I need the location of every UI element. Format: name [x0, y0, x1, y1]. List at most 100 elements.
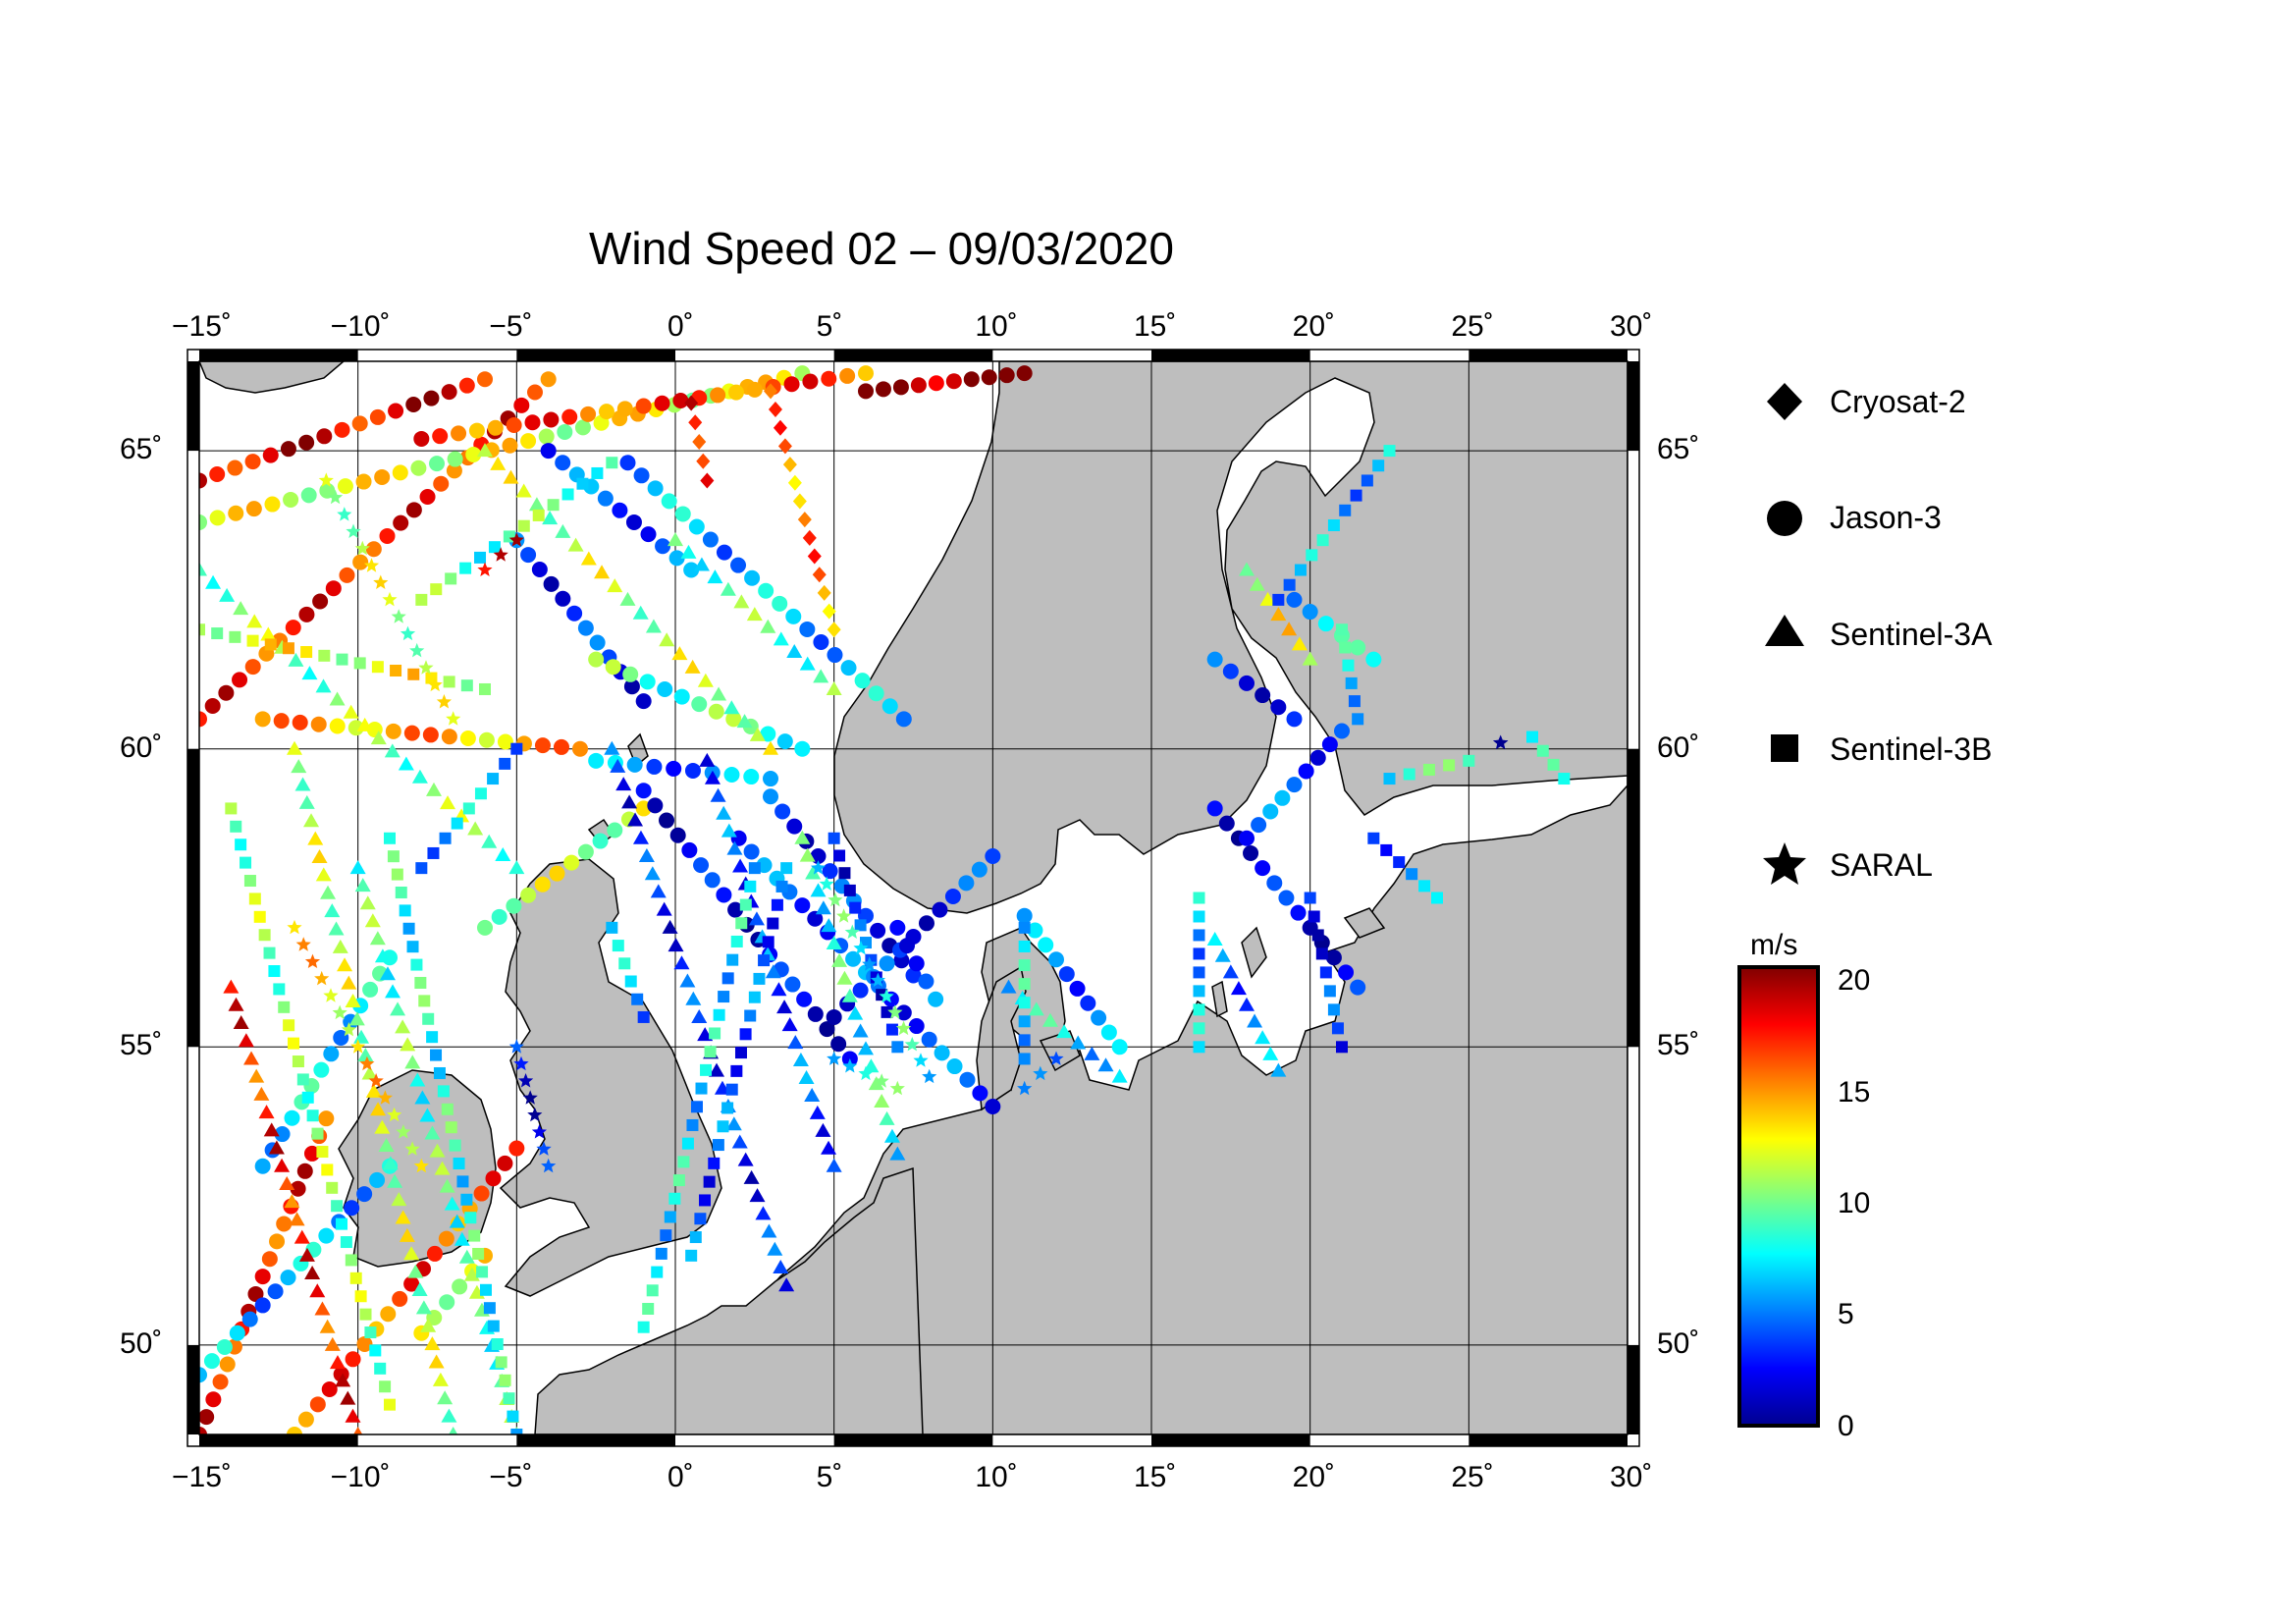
observation-triangle: [458, 1249, 475, 1264]
observation-star: [354, 540, 370, 556]
observation-triangle: [1270, 607, 1287, 622]
observation-square: [1342, 659, 1355, 672]
observation-square: [1193, 1022, 1205, 1035]
observation-triangle: [243, 1051, 260, 1065]
observation-square: [651, 1266, 664, 1278]
observation-square: [1350, 489, 1362, 502]
observation-triangle: [709, 1062, 725, 1077]
observation-circle: [1016, 907, 1033, 924]
observation-triangle: [810, 883, 827, 897]
observation-square: [301, 1091, 314, 1104]
observation-circle: [497, 1155, 513, 1171]
square-icon: [1771, 734, 1798, 762]
tick-label: −15˚: [172, 310, 232, 343]
observation-square: [1319, 966, 1332, 979]
observation-square: [1193, 1003, 1205, 1016]
observation-triangle: [379, 966, 396, 981]
observation-square: [709, 1027, 721, 1040]
observation-triangle: [1028, 1001, 1044, 1016]
observation-triangle: [404, 1055, 421, 1069]
observation-square: [753, 972, 766, 985]
observation-triangle: [289, 1212, 305, 1226]
observation-circle: [487, 419, 504, 436]
observation-square: [735, 917, 748, 930]
observation-triangle: [1111, 1068, 1128, 1083]
observation-square: [353, 657, 366, 670]
observation-circle: [405, 397, 422, 413]
observation-square: [1193, 929, 1205, 942]
observation-triangle: [407, 1264, 424, 1278]
observation-circle: [928, 375, 944, 392]
observation-triangle: [847, 1005, 864, 1020]
tick-label: 25˚: [1451, 1461, 1494, 1493]
observation-triangle: [449, 1427, 458, 1434]
map-title: Wind Speed 02 – 09/03/2020: [589, 223, 1174, 274]
observation-square: [263, 947, 276, 959]
observation-square: [700, 1063, 713, 1076]
observation-circle: [478, 731, 495, 748]
observation-square: [391, 868, 403, 881]
observation-circle: [786, 818, 803, 835]
observation-circle: [502, 437, 518, 454]
observation-circle: [379, 527, 396, 544]
observation-triangle: [627, 812, 644, 827]
observation-star: [889, 1080, 905, 1096]
observation-circle: [1270, 699, 1287, 716]
observation-triangle: [792, 1053, 809, 1067]
observation-circle: [683, 562, 700, 578]
colorbar-frame: [1737, 965, 1820, 1428]
observation-circle: [216, 1338, 233, 1355]
observation-triangle: [781, 1017, 798, 1032]
observation-circle: [635, 783, 652, 799]
observation-triangle: [787, 1035, 804, 1050]
observation-triangle: [604, 740, 620, 755]
observation-diamond: [696, 453, 711, 469]
observation-circle: [254, 1297, 271, 1314]
observation-star: [332, 1004, 347, 1020]
observation-circle: [392, 1290, 408, 1307]
observation-circle: [447, 451, 463, 467]
observation-star: [373, 574, 389, 589]
observation-circle: [688, 518, 705, 535]
observation-triangle: [763, 740, 778, 755]
tick-label: 30˚: [1610, 310, 1653, 343]
observation-square: [460, 1193, 473, 1206]
observation-circle: [329, 718, 346, 734]
observation-circle: [659, 812, 675, 829]
observation-circle: [244, 454, 261, 470]
observation-square: [235, 839, 247, 851]
observation-circle: [794, 897, 811, 914]
tick-label: 10˚: [975, 1461, 1018, 1493]
observation-triangle: [449, 1214, 465, 1228]
observation-triangle: [370, 1102, 387, 1116]
observation-triangle: [673, 955, 690, 970]
observation-triangle: [883, 1128, 900, 1143]
legend-label: Cryosat-2: [1830, 384, 1966, 419]
observation-triangle: [495, 846, 511, 861]
observation-circle: [910, 377, 927, 394]
observation-triangle: [580, 551, 597, 566]
observation-square: [730, 1064, 743, 1077]
land-france-coast: [534, 1166, 924, 1434]
observation-square: [354, 1290, 367, 1303]
observation-square: [474, 551, 487, 564]
observation-triangle: [831, 952, 848, 967]
frame-bar: [1468, 350, 1628, 361]
observation-triangle: [704, 770, 721, 784]
observation-star: [1033, 1065, 1048, 1081]
observation-square: [1536, 744, 1549, 757]
observation-triangle: [879, 1110, 895, 1125]
observation-circle: [321, 1380, 338, 1397]
observation-square: [721, 972, 734, 985]
observation-triangle: [821, 1140, 837, 1155]
observation-square: [476, 1266, 489, 1278]
frame-bar: [1628, 1344, 1639, 1434]
observation-circle: [555, 590, 571, 607]
observation-star: [913, 1053, 929, 1067]
observation-triangle: [324, 903, 341, 918]
observation-circle: [524, 414, 541, 431]
observation-triangle: [815, 1122, 831, 1137]
observation-circle: [730, 557, 747, 573]
observation-circle: [345, 1351, 361, 1368]
observation-square: [1372, 460, 1385, 472]
